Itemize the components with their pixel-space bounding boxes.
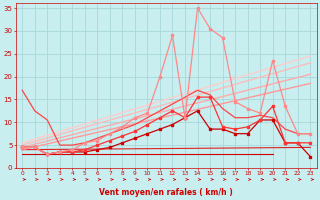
X-axis label: Vent moyen/en rafales ( km/h ): Vent moyen/en rafales ( km/h ) bbox=[100, 188, 233, 197]
